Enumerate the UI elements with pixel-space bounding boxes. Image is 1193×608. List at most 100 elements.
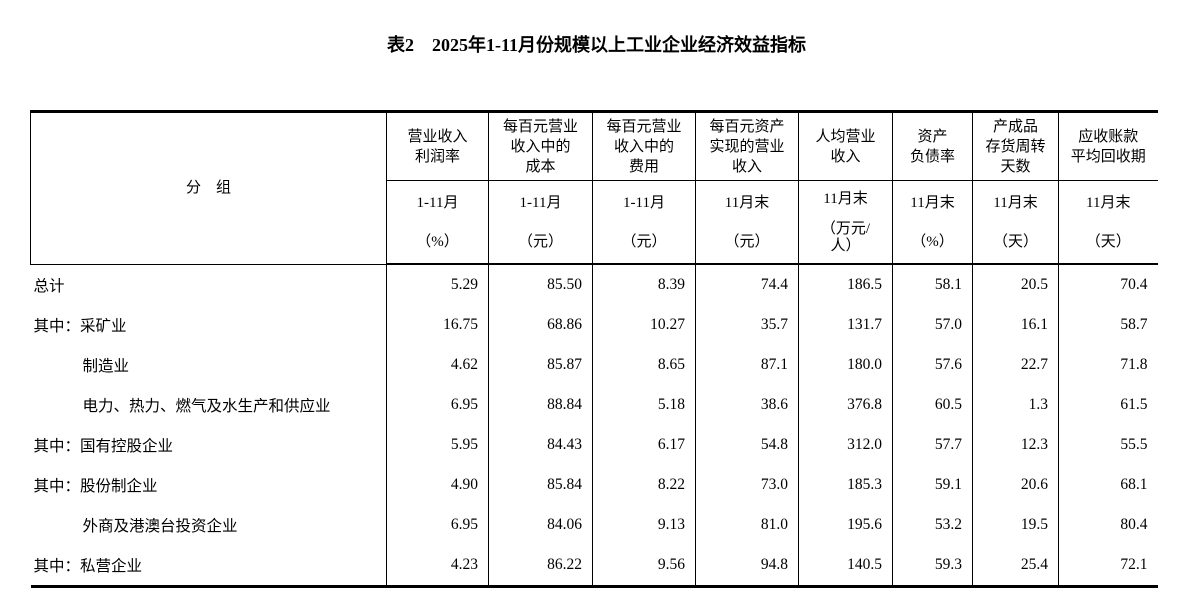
unit-label: （%） bbox=[911, 234, 954, 250]
cell-value: 86.22 bbox=[488, 545, 593, 587]
cell-value: 68.1 bbox=[1058, 465, 1158, 505]
table-row-state-holding: 其中：国有控股企业 5.95 84.43 6.17 54.8 312.0 57.… bbox=[31, 425, 1158, 465]
row-label: 其中：国有控股企业 bbox=[33, 438, 174, 455]
table-header: 分 组 营业收入 利润率 每百元营业 收入中的 成本 每百元营业 收入中的 费用… bbox=[30, 111, 1158, 265]
cell-value: 71.8 bbox=[1058, 345, 1158, 385]
cell-value: 61.5 bbox=[1058, 385, 1158, 425]
cell-value: 54.8 bbox=[695, 425, 799, 465]
cell-value: 12.3 bbox=[972, 425, 1059, 465]
row-label: 制造业 bbox=[82, 358, 130, 375]
unit-label: （%） bbox=[416, 234, 459, 250]
unit-label: （元） bbox=[517, 234, 563, 250]
cell-value: 4.62 bbox=[386, 345, 489, 385]
cell-value: 53.2 bbox=[892, 505, 973, 545]
cell-value: 8.22 bbox=[592, 465, 696, 505]
subheader-7: 11月末 （天） bbox=[1058, 180, 1158, 265]
cell-value: 59.3 bbox=[892, 545, 973, 587]
table-row-utilities: 电力、热力、燃气及水生产和供应业 6.95 88.84 5.18 38.6 37… bbox=[31, 385, 1158, 425]
cell-value: 60.5 bbox=[892, 385, 973, 425]
cell-value: 74.4 bbox=[695, 264, 799, 305]
cell-value: 70.4 bbox=[1058, 264, 1158, 305]
cell-value: 84.06 bbox=[488, 505, 593, 545]
cell-value: 376.8 bbox=[798, 385, 893, 425]
unit-label: （元） bbox=[621, 234, 667, 250]
cell-value: 87.1 bbox=[695, 345, 799, 385]
cell-value: 1.3 bbox=[972, 385, 1059, 425]
cell-value: 9.56 bbox=[592, 545, 696, 587]
table-body: 总计 5.29 85.50 8.39 74.4 186.5 58.1 20.5 … bbox=[31, 264, 1158, 587]
cell-value: 58.1 bbox=[892, 264, 973, 305]
cell-value: 6.17 bbox=[592, 425, 696, 465]
cell-value: 35.7 bbox=[695, 305, 799, 345]
cell-value: 131.7 bbox=[798, 305, 893, 345]
table-row-shareholding: 其中：股份制企业 4.90 85.84 8.22 73.0 185.3 59.1… bbox=[31, 465, 1158, 505]
cell-value: 312.0 bbox=[798, 425, 893, 465]
cell-value: 19.5 bbox=[972, 505, 1059, 545]
table-row-foreign-invested: 外商及港澳台投资企业 6.95 84.06 9.13 81.0 195.6 53… bbox=[31, 505, 1158, 545]
cell-value: 25.4 bbox=[972, 545, 1059, 587]
cell-value: 10.27 bbox=[592, 305, 696, 345]
cell-value: 58.7 bbox=[1058, 305, 1158, 345]
cell-value: 81.0 bbox=[695, 505, 799, 545]
column-header-asset-liability-ratio: 资产 负债率 bbox=[892, 111, 973, 181]
cell-value: 20.5 bbox=[972, 264, 1059, 305]
column-header-receivables-collection-period: 应收账款 平均回收期 bbox=[1058, 111, 1158, 181]
cell-value: 85.84 bbox=[488, 465, 593, 505]
subheader-3: 11月末 （元） bbox=[695, 180, 799, 265]
period-label: 11月末 bbox=[993, 195, 1038, 211]
cell-value: 8.39 bbox=[592, 264, 696, 305]
column-header-expense-per-100: 每百元营业 收入中的 费用 bbox=[592, 111, 696, 181]
table-row-private: 其中：私营企业 4.23 86.22 9.56 94.8 140.5 59.3 … bbox=[31, 545, 1158, 587]
period-label: 11月末 bbox=[1086, 195, 1131, 211]
column-header-cost-per-100: 每百元营业 收入中的 成本 bbox=[488, 111, 593, 181]
cell-value: 72.1 bbox=[1058, 545, 1158, 587]
cell-value: 59.1 bbox=[892, 465, 973, 505]
cell-value: 186.5 bbox=[798, 264, 893, 305]
economic-indicators-table: 分 组 营业收入 利润率 每百元营业 收入中的 成本 每百元营业 收入中的 费用… bbox=[30, 110, 1158, 588]
cell-value: 88.84 bbox=[488, 385, 593, 425]
cell-value: 195.6 bbox=[798, 505, 893, 545]
cell-value: 84.43 bbox=[488, 425, 593, 465]
unit-label: （天） bbox=[992, 234, 1038, 250]
cell-value: 185.3 bbox=[798, 465, 893, 505]
row-label: 其中：股份制企业 bbox=[33, 478, 158, 495]
header-row-period-unit: 1-11月 （%） 1-11月 （元） 1-11月 （元） 11月末 （元） 11月末 （… bbox=[31, 180, 1158, 265]
row-label: 外商及港澳台投资企业 bbox=[82, 518, 238, 535]
cell-value: 180.0 bbox=[798, 345, 893, 385]
cell-value: 55.5 bbox=[1058, 425, 1158, 465]
unit-label: （元） bbox=[724, 234, 770, 250]
cell-value: 38.6 bbox=[695, 385, 799, 425]
cell-value: 85.50 bbox=[488, 264, 593, 305]
cell-value: 94.8 bbox=[695, 545, 799, 587]
cell-value: 68.86 bbox=[488, 305, 593, 345]
cell-value: 140.5 bbox=[798, 545, 893, 587]
group-column-header: 分 组 bbox=[30, 111, 387, 265]
table-row-total: 总计 5.29 85.50 8.39 74.4 186.5 58.1 20.5 … bbox=[31, 264, 1158, 305]
cell-value: 9.13 bbox=[592, 505, 696, 545]
table-row-mining: 其中：采矿业 16.75 68.86 10.27 35.7 131.7 57.0… bbox=[31, 305, 1158, 345]
cell-value: 5.95 bbox=[386, 425, 489, 465]
cell-value: 20.6 bbox=[972, 465, 1059, 505]
cell-value: 6.95 bbox=[386, 505, 489, 545]
period-label: 11月末 bbox=[823, 190, 868, 207]
cell-value: 4.23 bbox=[386, 545, 489, 587]
cell-value: 16.75 bbox=[386, 305, 489, 345]
period-label: 1-11月 bbox=[623, 195, 665, 211]
cell-value: 16.1 bbox=[972, 305, 1059, 345]
period-label: 11月末 bbox=[910, 195, 955, 211]
cell-value: 6.95 bbox=[386, 385, 489, 425]
cell-value: 85.87 bbox=[488, 345, 593, 385]
row-label: 其中：私营企业 bbox=[33, 558, 143, 575]
cell-value: 22.7 bbox=[972, 345, 1059, 385]
cell-value: 4.90 bbox=[386, 465, 489, 505]
subheader-2: 1-11月 （元） bbox=[592, 180, 696, 265]
cell-value: 57.7 bbox=[892, 425, 973, 465]
column-header-revenue-per-100-assets: 每百元资产 实现的营业 收入 bbox=[695, 111, 799, 181]
table-row-manufacturing: 制造业 4.62 85.87 8.65 87.1 180.0 57.6 22.7… bbox=[31, 345, 1158, 385]
row-label: 电力、热力、燃气及水生产和供应业 bbox=[82, 398, 331, 415]
subheader-5: 11月末 （%） bbox=[892, 180, 973, 265]
period-label: 11月末 bbox=[724, 195, 770, 211]
row-label: 总计 bbox=[33, 277, 65, 295]
cell-value: 8.65 bbox=[592, 345, 696, 385]
row-label: 其中：采矿业 bbox=[33, 318, 127, 335]
